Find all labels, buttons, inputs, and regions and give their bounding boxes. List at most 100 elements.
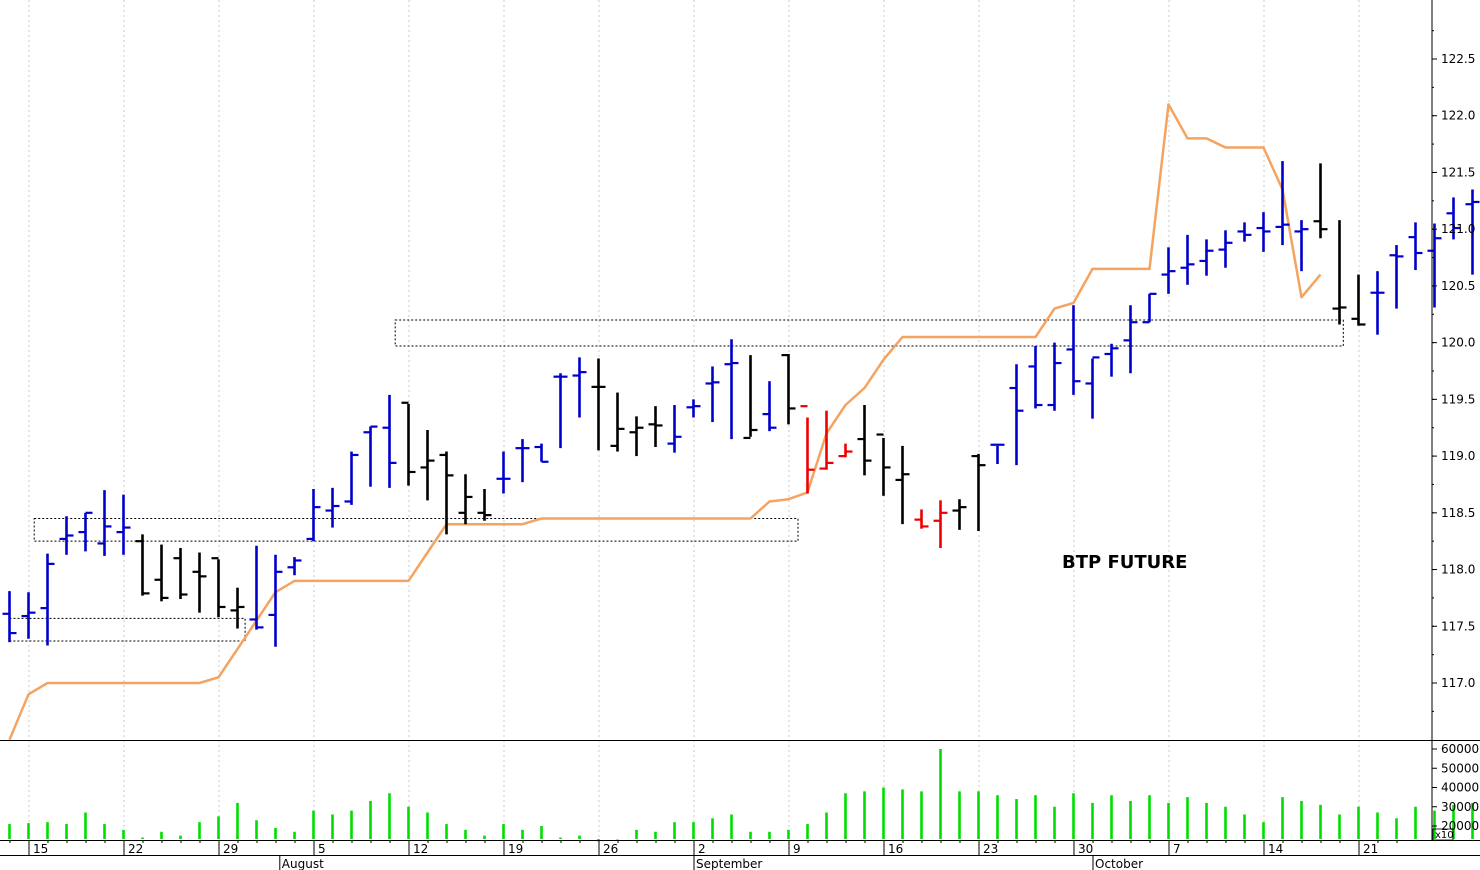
ohlc-bar-28 [534,443,549,463]
x-tick-label-8: 9 [793,842,801,856]
ohlc-bar-37 [705,366,720,423]
x-tick-label-7: 2 [698,842,706,856]
price-tick-label-10: 122.0 [1441,109,1475,123]
ohlc-bar-46 [876,433,891,496]
ohlc-bar-33 [629,416,644,457]
ohlc-bar-69 [1313,163,1328,239]
ohlc-bar-60 [1142,292,1157,324]
ohlc-bar-47 [895,445,910,525]
x-tick-label-0: 15 [33,842,48,856]
ohlc-bar-26 [496,451,511,494]
ohlc-bar-75 [1427,223,1442,308]
ohlc-bar-12 [230,587,245,629]
price-tick-label-2: 118.0 [1441,563,1475,577]
ohlc-bar-73 [1389,245,1404,309]
ohlc-bar-62 [1180,234,1195,285]
ohlc-bar-31 [591,358,606,451]
x-tick-label-2: 29 [223,842,238,856]
ohlc-bar-39 [743,355,758,440]
ohlc-bar-24 [458,474,473,525]
ohlc-bar-17 [325,487,340,528]
ohlc-bar-55 [1047,342,1062,411]
x-tick-label-6: 26 [603,842,618,856]
x-tick-label-12: 7 [1173,842,1181,856]
ohlc-bar-35 [667,405,682,453]
price-tick-label-5: 119.5 [1441,392,1475,406]
price-tick-label-1: 117.5 [1441,619,1475,633]
ohlc-bar-63 [1199,239,1214,276]
support-box-2 [394,319,1344,347]
price-tick-label-4: 119.0 [1441,449,1475,463]
ohlc-bar-48 [914,509,929,529]
ohlc-bar-53 [1009,364,1024,466]
ohlc-bar-76 [1446,197,1461,240]
ohlc-bar-10 [192,552,207,613]
ohlc-bar-59 [1123,305,1138,374]
ohlc-bar-0 [2,591,17,643]
ohlc-bar-3 [59,516,74,555]
ohlc-bar-42 [800,405,815,494]
ohlc-bar-32 [610,392,625,452]
price-tick-label-0: 117.0 [1441,676,1475,690]
ohlc-bar-77 [1465,189,1480,275]
month-label-0: August [282,857,324,870]
volume-bars [8,749,1474,842]
ohlc-bar-68 [1294,220,1309,272]
volume-tick-label-1: 30000 [1441,800,1479,814]
price-tick-label-11: 122.5 [1441,52,1475,66]
ohlc-bar-38 [724,339,739,440]
price-tick-label-3: 118.5 [1441,506,1475,520]
month-label-2: October [1095,857,1143,870]
ohlc-bar-30 [572,357,587,418]
volume-tick-label-3: 50000 [1441,761,1479,775]
volume-tick-label-0: 20000 [1441,819,1479,833]
ohlc-bar-16 [306,488,321,542]
volume-multiplier-label: x10 [1435,830,1454,841]
ohlc-bar-45 [857,405,872,476]
ohlc-bar-18 [344,451,359,505]
price-tick-label-8: 121.0 [1441,222,1475,236]
ohlc-bar-54 [1028,346,1043,409]
ohlc-bar-52 [990,443,1005,465]
ohlc-bar-11 [211,557,226,618]
ohlc-bar-65 [1237,222,1252,242]
month-label-1: September [696,857,762,870]
ohlc-bar-15 [287,557,302,576]
ohlc-bar-14 [268,554,283,647]
x-tick-label-11: 30 [1078,842,1093,856]
ohlc-bar-50 [952,499,967,530]
ohlc-bar-70 [1332,220,1347,325]
ohlc-bar-58 [1104,343,1119,377]
ohlc-bar-71 [1351,274,1366,326]
x-tick-label-1: 22 [128,842,143,856]
ohlc-bar-57 [1085,356,1100,419]
price-tick-label-6: 120.0 [1441,336,1475,350]
ohlc-bar-44 [838,443,853,458]
ohlc-bar-20 [382,394,397,488]
x-tick-label-5: 19 [508,842,523,856]
ohlc-bar-9 [173,547,188,600]
ohlc-bar-34 [648,406,663,448]
ohlc-bar-56 [1066,305,1081,395]
volume-tick-label-2: 40000 [1441,781,1479,795]
ohlc-bar-66 [1256,212,1271,252]
ohlc-bar-4 [78,511,93,552]
ohlc-bars [2,161,1480,647]
ohlc-bar-19 [363,425,378,487]
ohlc-bar-23 [439,451,454,535]
ohlc-bar-7 [135,534,150,596]
x-tick-label-4: 12 [413,842,428,856]
x-tick-label-13: 14 [1268,842,1283,856]
x-tick-label-3: 5 [318,842,326,856]
ohlc-bar-13 [249,545,264,630]
chart-annotation: BTP FUTURE [1062,552,1187,573]
ohlc-bar-40 [762,381,777,432]
ohlc-bar-41 [781,353,796,425]
price-tick-label-7: 120.5 [1441,279,1475,293]
x-tick-label-10: 23 [983,842,998,856]
ohlc-bar-61 [1161,247,1176,294]
ohlc-bar-64 [1218,230,1233,268]
